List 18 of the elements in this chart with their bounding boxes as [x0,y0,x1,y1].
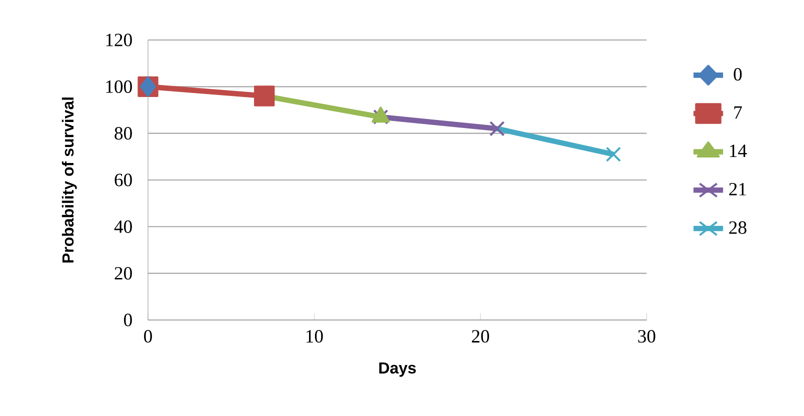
legend-label: 7 [734,106,742,119]
x-tick-label: 10 [306,330,323,343]
y-tick-label: 60 [114,174,132,186]
y-tick-label: 40 [114,220,132,233]
y-tick-label: 0 [124,314,132,326]
y-axis-title: Probability of survival [62,98,77,262]
legend-label: 0 [734,68,742,81]
y-tick-label: 120 [106,34,132,46]
x-axis-title: Days [379,362,416,377]
y-tick-label: 100 [106,80,132,93]
y-tick-label: 80 [114,127,132,140]
x-tick-label: 0 [144,330,152,343]
x-tick-label: 20 [472,330,490,343]
legend-label: 28 [729,221,746,234]
y-tick-label: 20 [114,267,132,280]
x-tick-label: 30 [638,330,656,343]
legend-label: 21 [729,182,746,196]
legend-label: 14 [730,144,747,157]
